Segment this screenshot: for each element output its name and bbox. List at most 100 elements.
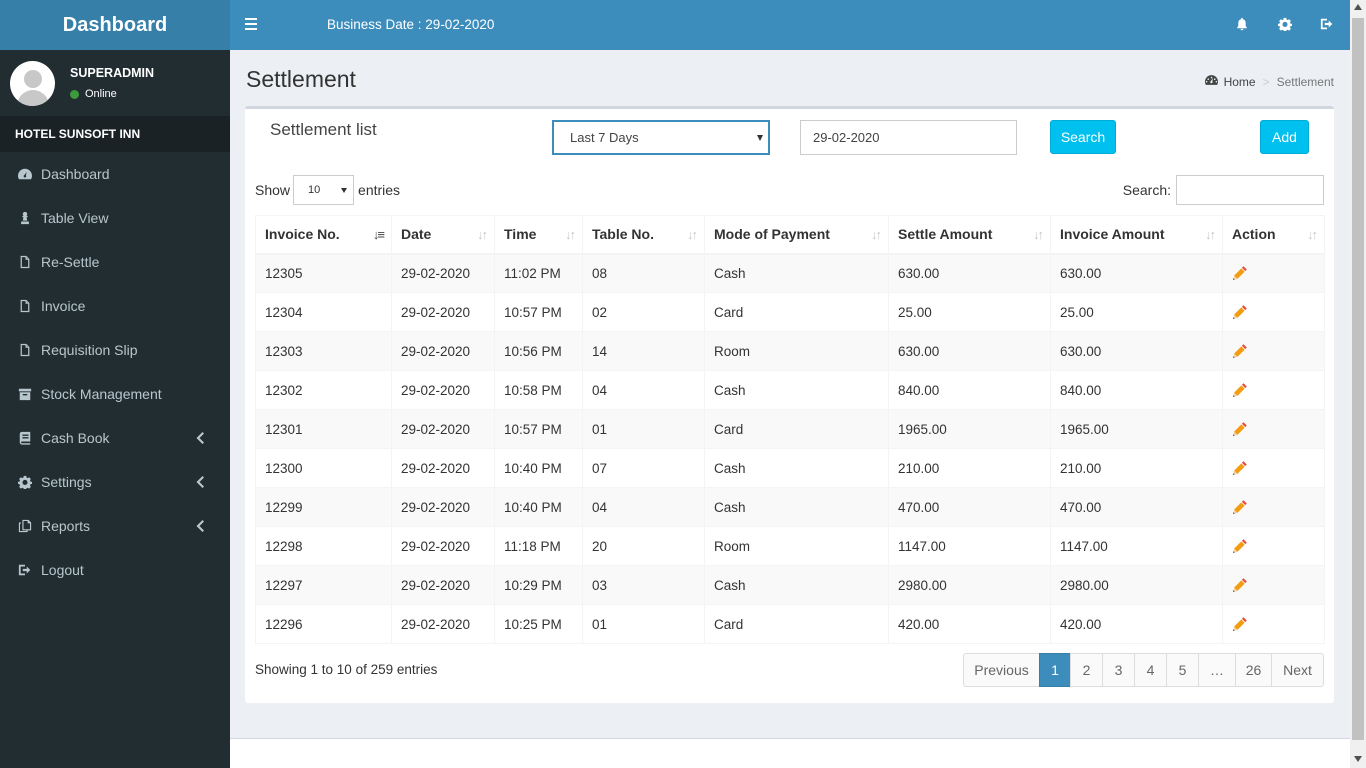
sort-icon: ↓↑ [477, 227, 488, 242]
column-header-label: Action [1232, 226, 1276, 243]
column-header-invoice-amount[interactable]: Invoice Amount ↓↑ [1050, 215, 1223, 255]
pagination-page-3[interactable]: 3 [1102, 653, 1135, 687]
entries-label: entries [358, 182, 401, 198]
footer [230, 738, 1350, 768]
sort-icon: ↓↑ [871, 227, 882, 242]
sidebar-item-label: Re-Settle [41, 254, 100, 270]
pencil-edit-icon[interactable] [1232, 460, 1248, 476]
sidebar-item-settings[interactable]: Settings [0, 460, 230, 504]
pagination-page-5[interactable]: 5 [1166, 653, 1199, 687]
table-body: 12305 29-02-2020 11:02 PM 08 Cash 630.00 630.0… [255, 253, 1325, 644]
pencil-edit-icon[interactable] [1232, 499, 1248, 515]
pencil-edit-icon[interactable] [1232, 421, 1248, 437]
hotel-name: HOTEL SUNSOFT INN [0, 116, 230, 152]
sidebar-item-label: Table View [41, 210, 109, 226]
sidebar-item-requisition-slip[interactable]: Requisition Slip [0, 328, 230, 372]
pencil-edit-icon[interactable] [1232, 382, 1248, 398]
table-cell: 1147.00 [888, 526, 1051, 566]
table-cell: 04 [582, 487, 705, 527]
action-cell [1222, 526, 1325, 566]
table-header-row: Invoice No. ↓≡ Date ↓↑ Time ↓↑ Table No. ↓↑ Mode… [255, 215, 1325, 255]
sidebar-item-dashboard[interactable]: Dashboard [0, 152, 230, 196]
sidebar-item-re-settle[interactable]: Re-Settle [0, 240, 230, 284]
table-cell: 420.00 [888, 604, 1051, 644]
column-header-invoice-no[interactable]: Invoice No. ↓≡ [255, 215, 392, 255]
table-cell: 29-02-2020 [391, 526, 495, 566]
add-button[interactable]: Add [1260, 120, 1309, 154]
table-cell: 29-02-2020 [391, 292, 495, 332]
action-cell [1222, 331, 1325, 371]
search-input[interactable] [1176, 175, 1324, 205]
pencil-edit-icon[interactable] [1232, 538, 1248, 554]
table-row: 12296 29-02-2020 10:25 PM 01 Card 420.00 420.0… [255, 604, 1325, 644]
column-header-table-no[interactable]: Table No. ↓↑ [582, 215, 705, 255]
pagination-page-26[interactable]: 26 [1235, 653, 1272, 687]
hamburger-menu-icon[interactable] [245, 18, 257, 30]
sidebar-item-reports[interactable]: Reports [0, 504, 230, 548]
page-length-select[interactable]: 10 [293, 175, 355, 205]
scroll-down-arrow-icon[interactable] [1354, 756, 1362, 762]
pagination-page-ellipsis[interactable]: … [1198, 653, 1236, 687]
breadcrumb-home[interactable]: Home [1223, 74, 1256, 89]
table-cell: 10:57 PM [494, 409, 583, 449]
table-cell: 29-02-2020 [391, 487, 495, 527]
chevron-left-icon [196, 519, 210, 533]
pencil-edit-icon[interactable] [1232, 265, 1248, 281]
pagination-page-1[interactable]: 1 [1039, 653, 1071, 687]
sign-out-icon[interactable] [1320, 17, 1334, 31]
online-status-icon [70, 89, 79, 99]
column-header-label: Table No. [592, 226, 654, 243]
date-range-select[interactable]: Last 7 Days [552, 120, 770, 155]
sidebar-item-stock-management[interactable]: Stock Management [0, 372, 230, 416]
pencil-edit-icon[interactable] [1232, 343, 1248, 359]
sort-icon: ↓↑ [1033, 227, 1044, 242]
page-length-value: 10 [308, 184, 321, 196]
column-header-time[interactable]: Time ↓↑ [494, 215, 583, 255]
table-cell: 840.00 [888, 370, 1051, 410]
table-cell: Cash [704, 487, 889, 527]
table-cell: 630.00 [888, 331, 1051, 371]
date-input[interactable]: 29-02-2020 [800, 120, 1017, 155]
pagination-page-4[interactable]: 4 [1134, 653, 1167, 687]
settlement-box: Settlement list Last 7 Days 29-02-2020 S… [245, 106, 1334, 703]
search-label: Search: [1122, 182, 1171, 198]
table-row: 12298 29-02-2020 11:18 PM 20 Room 1147.00 1147… [255, 526, 1325, 566]
sidebar-item-invoice[interactable]: Invoice [0, 284, 230, 328]
sidebar-item-label: Stock Management [41, 386, 162, 402]
pencil-edit-icon[interactable] [1232, 304, 1248, 320]
column-header-label: Invoice No. [265, 226, 340, 243]
scroll-up-arrow-icon[interactable] [1354, 4, 1362, 10]
gear-icon[interactable] [1278, 17, 1292, 32]
pagination-page-2[interactable]: 2 [1070, 653, 1103, 687]
sidebar-item-table-view[interactable]: Table View [0, 196, 230, 240]
date-range-value: Last 7 Days [570, 130, 639, 145]
column-header-date[interactable]: Date ↓↑ [391, 215, 495, 255]
column-header-label: Time [504, 226, 537, 243]
table-info: Showing 1 to 10 of 259 entries [255, 662, 438, 677]
search-button[interactable]: Search [1050, 120, 1116, 154]
table-search: Search: [1123, 175, 1324, 205]
app-logo[interactable]: Dashboard [0, 0, 230, 50]
table-cell: 1965.00 [888, 409, 1051, 449]
column-header-action[interactable]: Action ↓↑ [1222, 215, 1325, 255]
pagination-previous-button[interactable]: Previous [963, 653, 1040, 687]
sort-icon: ↓↑ [1205, 227, 1216, 242]
sidebar-item-logout[interactable]: Logout [0, 548, 230, 592]
column-header-settle-amount[interactable]: Settle Amount ↓↑ [888, 215, 1051, 255]
pagination-next-button[interactable]: Next [1271, 653, 1324, 687]
user-avatar [10, 60, 55, 106]
scrollbar-thumb[interactable] [1352, 18, 1364, 740]
pencil-edit-icon[interactable] [1232, 577, 1248, 593]
dashboard-icon [18, 167, 32, 181]
table-cell: 25.00 [888, 292, 1051, 332]
bell-icon[interactable] [1235, 17, 1249, 31]
table-cell: 630.00 [1050, 253, 1223, 293]
sidebar-item-cash-book[interactable]: Cash Book [0, 416, 230, 460]
book-icon [18, 431, 32, 445]
table-cell: Card [704, 604, 889, 644]
pencil-edit-icon[interactable] [1232, 616, 1248, 632]
column-header-mode-of-payment[interactable]: Mode of Payment ↓↑ [704, 215, 889, 255]
user-status-label: Online [85, 88, 117, 100]
vertical-scrollbar[interactable] [1350, 0, 1366, 768]
table-cell: 25.00 [1050, 292, 1223, 332]
